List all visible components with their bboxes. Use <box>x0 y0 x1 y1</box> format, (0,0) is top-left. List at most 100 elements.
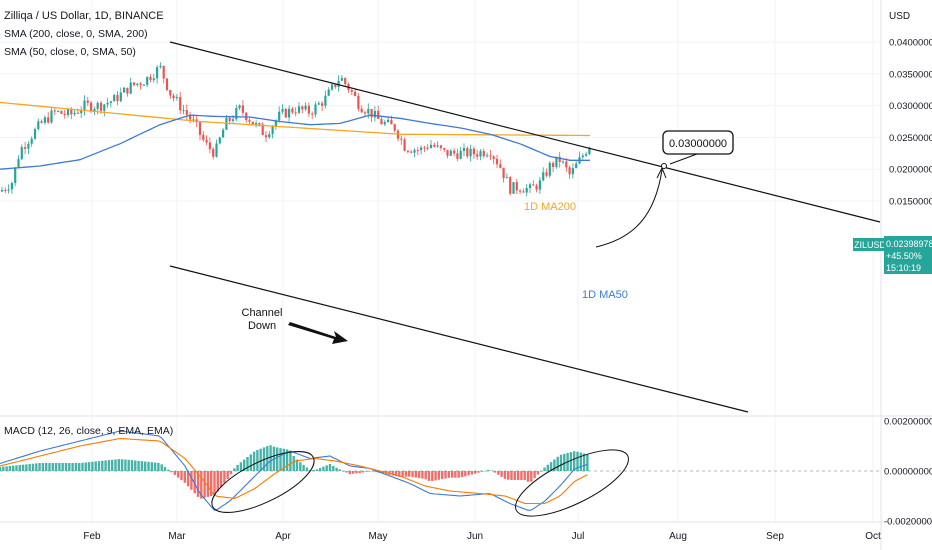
channel-lower-line <box>169 265 749 413</box>
macd-bar <box>401 471 404 477</box>
candle-body <box>367 108 370 114</box>
candle-body <box>24 147 27 149</box>
month-tick: May <box>369 531 388 542</box>
macd-line <box>0 430 588 512</box>
candle-body <box>182 110 185 112</box>
candle-body <box>119 92 122 102</box>
time-axis[interactable]: Feb Mar Apr May Jun Jul Aug Sep Oct <box>83 531 881 542</box>
candle-body <box>575 163 578 169</box>
macd-bar <box>318 467 322 471</box>
candle-body <box>132 82 136 85</box>
macd-bar <box>536 471 540 475</box>
macd-bar <box>345 471 348 473</box>
candle-body <box>57 110 60 112</box>
candle-body <box>63 113 66 116</box>
candle-body <box>340 78 343 81</box>
macd-bar <box>186 471 190 487</box>
last-price: 0.02398978 <box>886 239 932 249</box>
macd-bar <box>78 463 81 471</box>
candle-body <box>123 87 126 93</box>
macd-bar <box>111 459 114 471</box>
macd-bar <box>130 460 134 471</box>
candle-body <box>37 121 40 130</box>
macd-bar <box>292 455 295 471</box>
candle-body <box>169 90 172 96</box>
macd-bar <box>0 467 2 471</box>
macd-bar <box>480 471 483 472</box>
macd-bar <box>408 471 411 477</box>
macd-bar <box>576 451 579 471</box>
macd-bar <box>328 464 332 471</box>
macd-bar <box>236 464 239 471</box>
macd-bar <box>61 463 64 471</box>
macd-bar <box>124 459 127 471</box>
macd-bar <box>582 453 586 471</box>
macd-bar <box>424 471 427 480</box>
macd-bar <box>549 462 553 471</box>
macd-bar <box>25 464 28 471</box>
candle-body <box>126 87 129 94</box>
month-tick: Mar <box>168 531 186 542</box>
macd-axis[interactable]: 0.00200000 0.00000000 -0.00200000 <box>884 417 932 528</box>
candle-body <box>212 149 215 157</box>
candle-body <box>205 139 208 143</box>
macd-bar <box>35 463 38 471</box>
candle-body <box>344 78 347 85</box>
macd-tick: 0.00200000 <box>884 417 932 428</box>
candle-body <box>238 105 241 109</box>
candle-body <box>255 122 258 125</box>
macd-bar <box>137 460 140 471</box>
macd-bar <box>335 467 338 471</box>
candle-body <box>519 190 522 192</box>
candle-body <box>215 143 218 157</box>
macd-bar <box>338 469 342 471</box>
channel-arrow <box>288 322 348 344</box>
candle-body <box>416 149 419 151</box>
macd-bar <box>437 471 441 480</box>
candle-body <box>357 95 360 109</box>
macd-bar <box>223 471 226 484</box>
candle-body <box>443 148 446 150</box>
candle-body <box>60 110 63 114</box>
candle-body <box>189 114 192 120</box>
candle-body <box>152 78 155 80</box>
candle-body <box>116 95 119 102</box>
candle-body <box>76 112 79 114</box>
candle-body <box>429 144 433 149</box>
macd-bar <box>120 459 124 471</box>
candle-body <box>40 121 43 123</box>
candle-body <box>561 161 565 163</box>
candle-body <box>278 111 281 121</box>
macd-bar <box>490 470 493 472</box>
candle-body <box>284 108 287 118</box>
macd-bar <box>200 471 203 499</box>
candle-body <box>525 187 528 193</box>
month-tick: Jun <box>467 531 483 542</box>
macd-bar <box>256 450 259 471</box>
candle-body <box>505 177 508 179</box>
candle-body <box>400 138 403 140</box>
macd-bar <box>381 471 384 474</box>
candle-body <box>433 144 436 147</box>
candle-body <box>515 182 518 191</box>
macd-bar <box>573 451 576 471</box>
candle-body <box>499 164 502 168</box>
candle-body <box>373 110 376 118</box>
candle-body <box>568 167 571 175</box>
candle-body <box>383 122 386 125</box>
macd-bar <box>87 462 91 471</box>
macd-bar <box>58 463 61 471</box>
candle-body <box>30 138 33 144</box>
candle-body <box>509 177 512 194</box>
macd-bar <box>51 463 54 471</box>
macd-bar <box>530 471 533 482</box>
macd-bar <box>398 471 401 477</box>
last-price-box <box>884 236 932 274</box>
candle-body <box>10 183 13 190</box>
candle-body <box>472 148 475 155</box>
macd-bar <box>421 471 424 479</box>
candle-body <box>192 119 195 121</box>
macd-bar <box>157 462 160 471</box>
candle-body <box>162 65 165 79</box>
